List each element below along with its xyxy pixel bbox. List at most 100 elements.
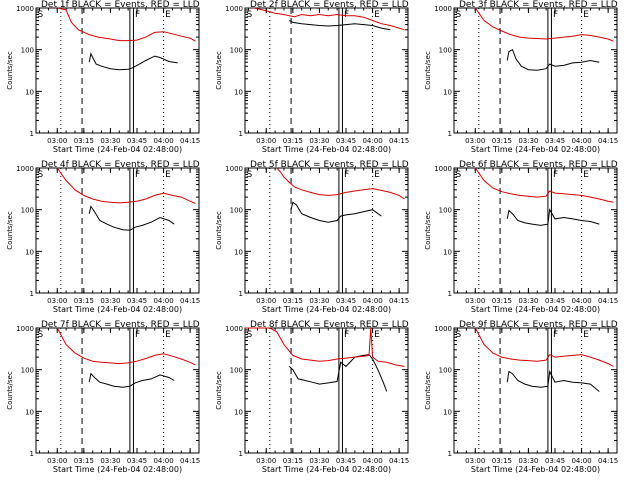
marker-f: F xyxy=(553,330,558,340)
x-tick-label: 03:30 xyxy=(309,457,329,465)
y-tick-label: 1 xyxy=(448,290,452,298)
marker-e: E xyxy=(374,170,380,180)
series-events-line xyxy=(88,372,175,388)
chart-title: Det 8f BLACK = Events, RED = LLD xyxy=(250,320,409,330)
marker-s: S xyxy=(247,170,253,180)
y-tick-label: 100 xyxy=(439,47,452,55)
x-tick-label: 04:15 xyxy=(180,457,200,465)
chart-panel-3: Det 3f BLACK = Events, RED = LLD 1 10 100 10… xyxy=(424,0,618,154)
plot-frame xyxy=(453,7,618,134)
x-tick-label: 03:00 xyxy=(465,457,485,465)
x-tick-label: 03:45 xyxy=(336,137,356,145)
plot-frame xyxy=(453,327,618,454)
series-events-line xyxy=(506,48,600,71)
y-tick-label: 10 xyxy=(443,88,452,96)
x-tick-label: 04:00 xyxy=(153,297,173,305)
x-tick-label: 03:30 xyxy=(518,457,538,465)
x-tick-label: 04:00 xyxy=(571,137,591,145)
series-events-line xyxy=(288,354,388,392)
y-axis-label: Counts/sec xyxy=(424,51,432,90)
marker-f: F xyxy=(553,10,558,20)
y-tick-label: 100 xyxy=(21,47,34,55)
y-tick-label: 1000 xyxy=(225,165,243,173)
marker-s: S xyxy=(456,170,462,180)
x-axis-label: Start Time (24-Feb-04 02:48:00) xyxy=(53,145,182,154)
chart-panel-9: Det 9f BLACK = Events, RED = LLD 1 10 100 10… xyxy=(424,320,618,474)
series-lld-line xyxy=(474,327,614,367)
x-tick-label: 03:00 xyxy=(256,457,276,465)
x-tick-label: 04:15 xyxy=(598,297,618,305)
series-events-line xyxy=(289,20,391,31)
plot-frame xyxy=(453,167,618,294)
series-lld-line xyxy=(474,7,614,42)
x-tick-label: 03:15 xyxy=(283,297,303,305)
y-tick-label: 10 xyxy=(25,408,34,416)
y-tick-label: 10 xyxy=(234,248,243,256)
chart-panel-5: Det 5f BLACK = Events, RED = LLD 1 10 100 10… xyxy=(215,160,409,314)
series-lld-line xyxy=(57,7,196,42)
marker-f: F xyxy=(135,10,140,20)
x-axis-label: Start Time (24-Feb-04 02:48:00) xyxy=(262,305,391,314)
y-axis-label: Counts/sec xyxy=(215,371,223,410)
x-tick-label: 04:15 xyxy=(389,457,409,465)
x-tick-label: 03:00 xyxy=(256,137,276,145)
marker-f: F xyxy=(135,170,140,180)
x-tick-label: 03:30 xyxy=(100,137,120,145)
chart-title: Det 9f BLACK = Events, RED = LLD xyxy=(459,320,618,330)
marker-e: E xyxy=(583,170,589,180)
plot-frame xyxy=(244,7,409,134)
y-axis-label: Counts/sec xyxy=(6,371,14,410)
y-tick-label: 1000 xyxy=(16,5,34,13)
marker-e: E xyxy=(165,170,171,180)
y-tick-label: 100 xyxy=(230,367,243,375)
y-tick-label: 1000 xyxy=(434,5,452,13)
x-tick-label: 03:30 xyxy=(100,457,120,465)
y-tick-label: 100 xyxy=(439,367,452,375)
x-tick-label: 04:15 xyxy=(389,297,409,305)
chart-title: Det 4f BLACK = Events, RED = LLD xyxy=(41,160,200,170)
x-tick-label: 04:00 xyxy=(571,457,591,465)
x-tick-label: 04:00 xyxy=(362,457,382,465)
y-tick-label: 1000 xyxy=(225,325,243,333)
x-axis-label: Start Time (24-Feb-04 02:48:00) xyxy=(471,305,600,314)
x-tick-label: 03:15 xyxy=(283,457,303,465)
y-tick-label: 1 xyxy=(448,450,452,458)
chart-title: Det 6f BLACK = Events, RED = LLD xyxy=(459,160,618,170)
y-tick-label: 10 xyxy=(25,248,34,256)
x-tick-label: 03:45 xyxy=(127,297,147,305)
marker-f: F xyxy=(344,330,349,340)
y-tick-label: 10 xyxy=(443,248,452,256)
y-tick-label: 1 xyxy=(239,450,243,458)
y-tick-label: 1 xyxy=(30,290,34,298)
chart-panel-1: Det 1f BLACK = Events, RED = LLD 1 10 100 10… xyxy=(6,0,200,154)
y-tick-label: 1000 xyxy=(434,165,452,173)
y-tick-label: 1 xyxy=(30,450,34,458)
x-tick-label: 03:00 xyxy=(47,137,67,145)
x-tick-label: 03:30 xyxy=(518,137,538,145)
y-axis-label: Counts/sec xyxy=(424,371,432,410)
x-tick-label: 04:00 xyxy=(153,457,173,465)
marker-f: F xyxy=(553,170,558,180)
chart-panel-4: Det 4f BLACK = Events, RED = LLD 1 10 100 10… xyxy=(6,160,200,314)
x-tick-label: 03:45 xyxy=(127,137,147,145)
series-events-line xyxy=(506,369,600,392)
x-tick-label: 03:15 xyxy=(283,137,303,145)
marker-f: F xyxy=(344,170,349,180)
series-lld-line xyxy=(276,167,405,200)
x-tick-label: 03:45 xyxy=(545,297,565,305)
series-events-line xyxy=(506,208,600,226)
chart-title: Det 3f BLACK = Events, RED = LLD xyxy=(459,0,618,10)
x-tick-label: 03:00 xyxy=(47,457,67,465)
x-tick-label: 04:00 xyxy=(153,137,173,145)
chart-title: Det 7f BLACK = Events, RED = LLD xyxy=(41,320,200,330)
x-tick-label: 03:15 xyxy=(492,137,512,145)
x-tick-label: 03:00 xyxy=(256,297,276,305)
y-tick-label: 1000 xyxy=(434,325,452,333)
chart-panel-8: Det 8f BLACK = Events, RED = LLD 1 10 100 10… xyxy=(215,320,409,474)
series-lld-line xyxy=(56,327,196,366)
x-tick-label: 03:30 xyxy=(309,137,329,145)
plot-frame xyxy=(244,327,409,454)
plot-frame xyxy=(35,327,200,454)
